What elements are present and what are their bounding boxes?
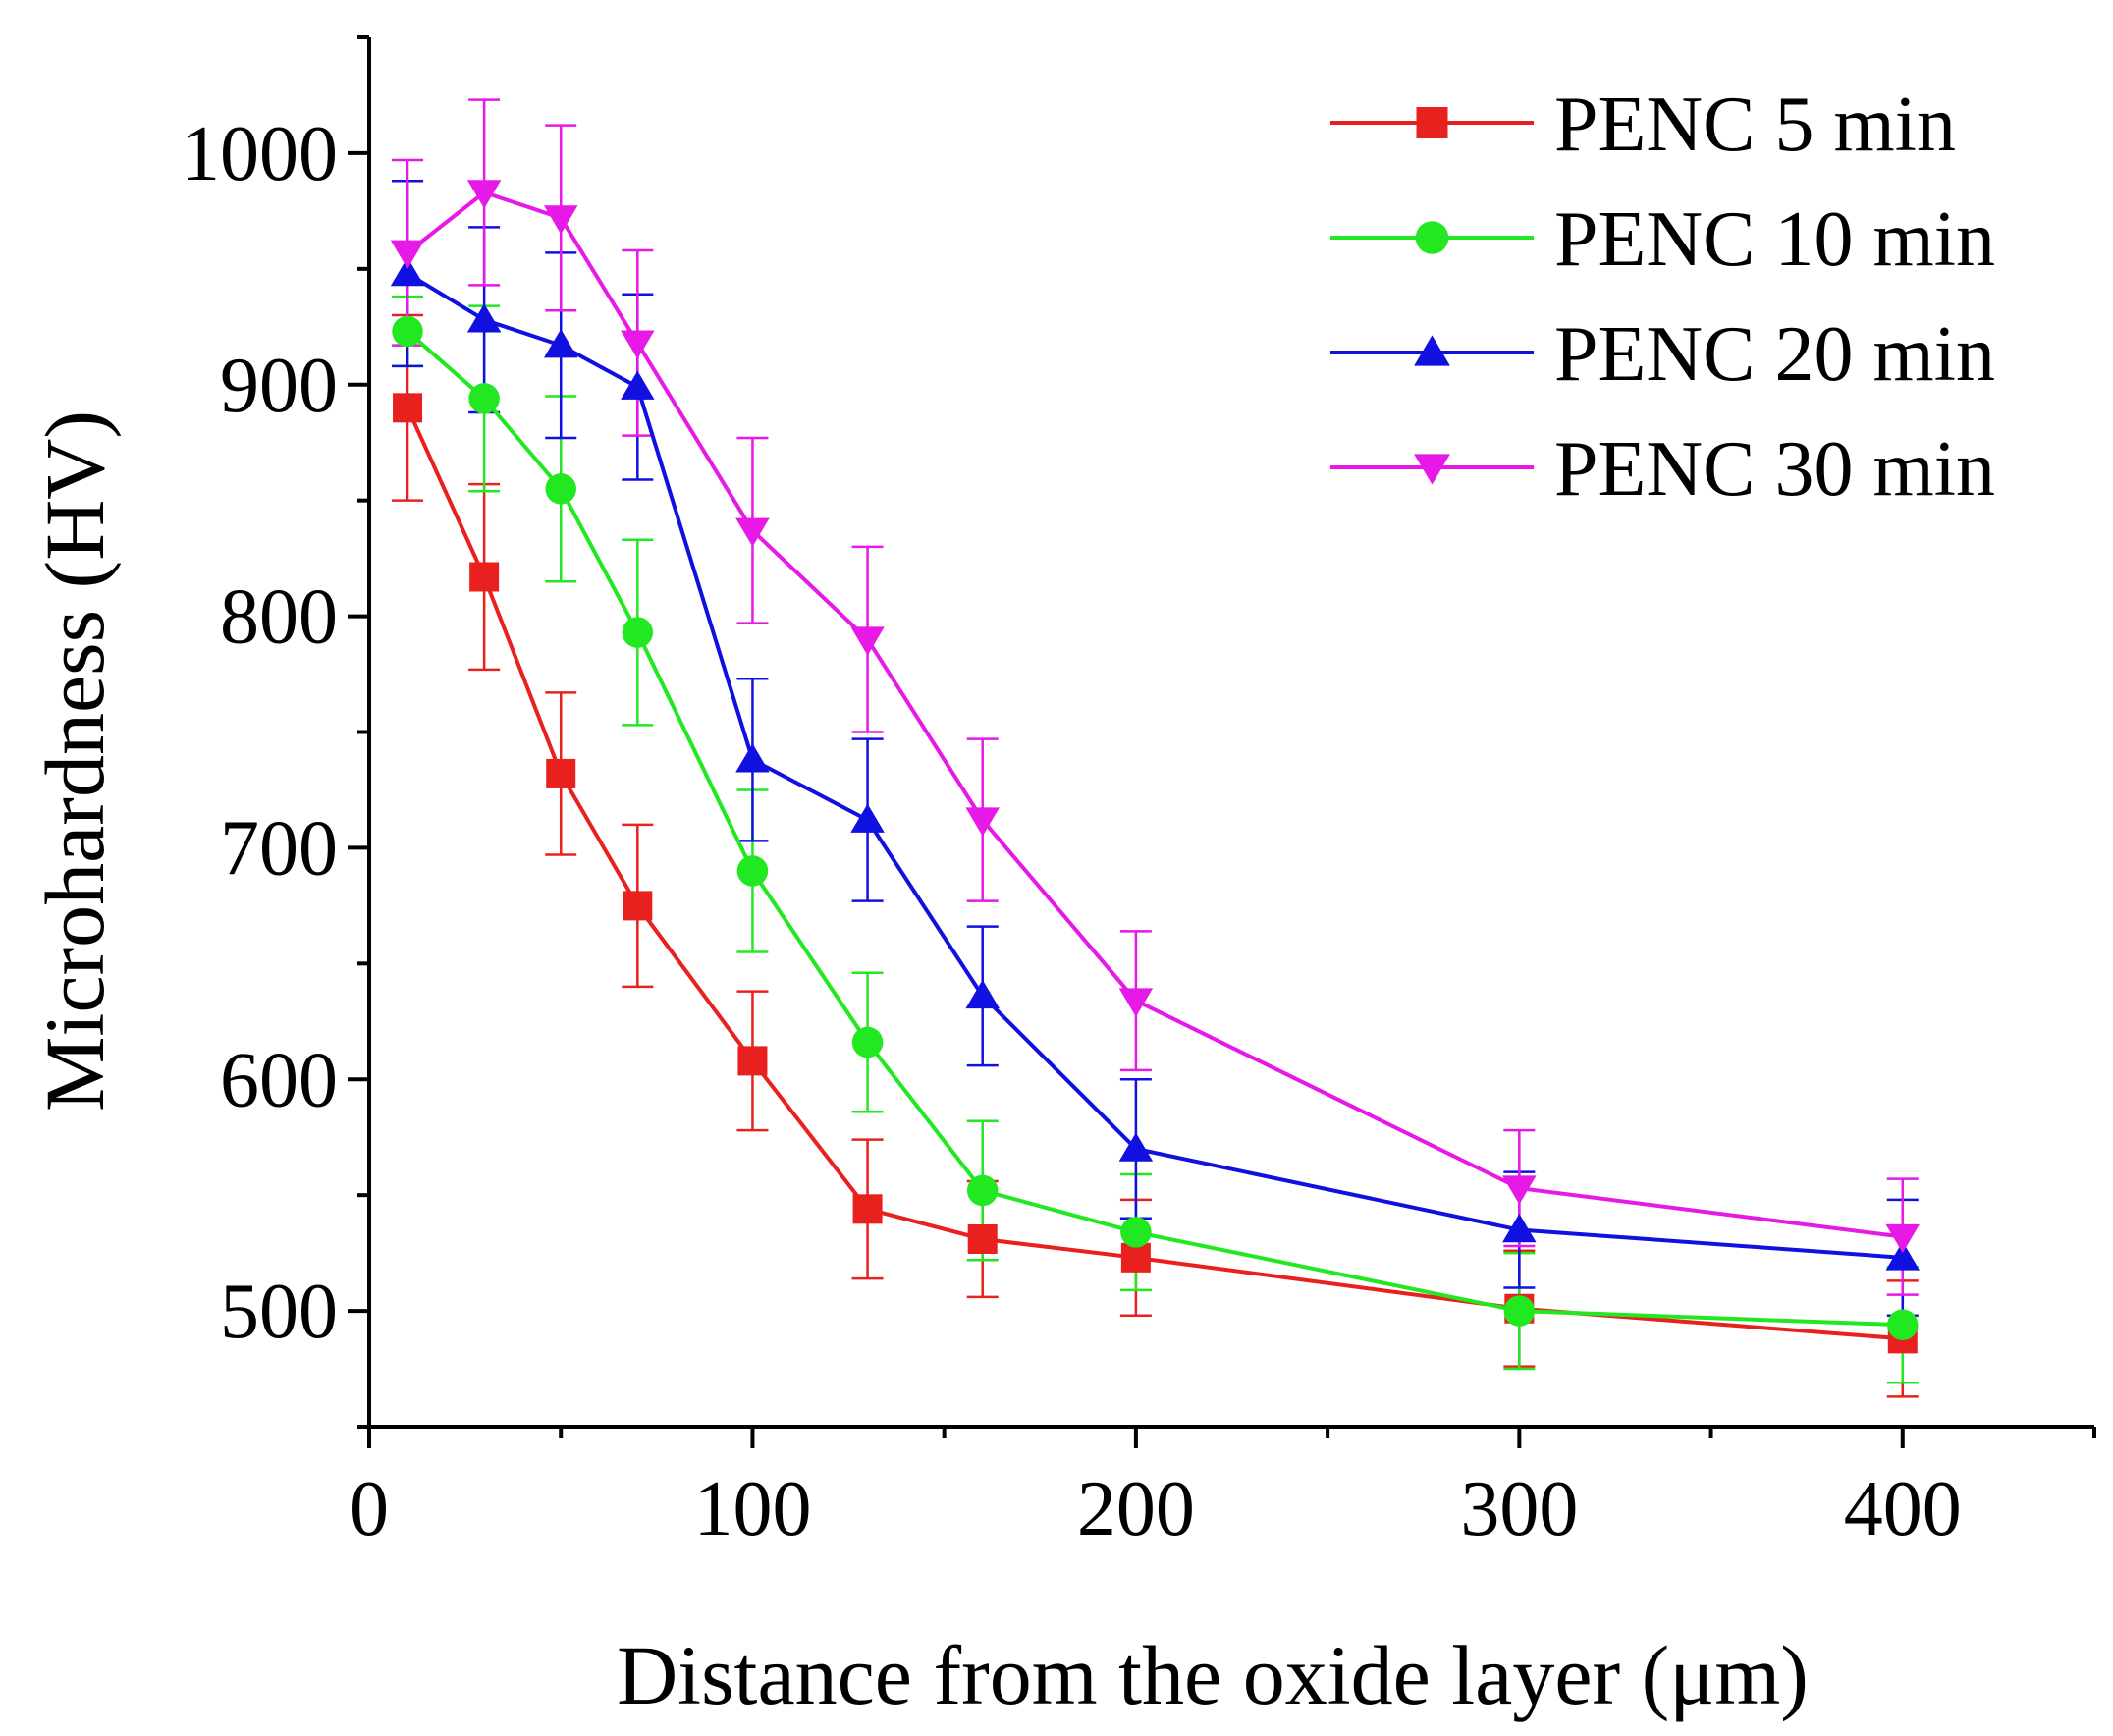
data-point [390, 240, 425, 269]
data-point [393, 393, 423, 423]
x-tick-label: 200 [1077, 1466, 1195, 1552]
data-point [1887, 1309, 1919, 1340]
data-point [735, 517, 770, 547]
series-line [406, 407, 1903, 1341]
data-point [1503, 1295, 1536, 1327]
data-point [1885, 1223, 1921, 1254]
data-point [466, 303, 502, 333]
y-axis-title: Microhardness (HV) [27, 410, 122, 1112]
legend: PENC 5 min PENC 10 min PENC 20 min PENC 30 … [1330, 81, 1995, 513]
data-point [469, 562, 500, 592]
data-point [965, 807, 1000, 837]
y-tick-label: 600 [220, 1037, 338, 1123]
data-point [966, 1174, 999, 1207]
data-point [1120, 1217, 1152, 1248]
data-point [965, 979, 1000, 1009]
data-point [1502, 1175, 1537, 1205]
x-axis-title: Distance from the oxide layer (μm) [617, 1628, 1809, 1722]
data-point [468, 383, 500, 414]
y-tick-label: 900 [220, 343, 338, 429]
data-point [850, 803, 885, 833]
legend-label: PENC 20 min [1554, 311, 1995, 398]
data-point [392, 315, 423, 348]
error-bars [392, 98, 1919, 1398]
data-markers [390, 180, 1921, 1354]
legend-marker [1416, 107, 1448, 138]
data-point [1118, 988, 1154, 1017]
x-tick-label: 0 [350, 1466, 389, 1552]
series-line [406, 190, 1904, 1239]
data-point [621, 370, 655, 400]
data-point [466, 180, 502, 209]
data-point [735, 743, 770, 773]
legend-label: PENC 5 min [1554, 81, 1956, 168]
legend-item: PENC 30 min [1330, 426, 1995, 513]
legend-label: PENC 30 min [1554, 426, 1995, 513]
x-tick-label: 100 [693, 1466, 811, 1552]
data-point [623, 891, 653, 921]
legend-item: PENC 20 min [1330, 311, 1995, 398]
axes: 500 600 700 800 900 1000 0 100 200 300 400 [181, 35, 2096, 1552]
data-point [543, 205, 578, 235]
data-point [543, 329, 578, 358]
data-point [1118, 1132, 1154, 1162]
data-point [545, 473, 576, 505]
data-point [967, 1223, 998, 1254]
data-point [852, 1194, 883, 1224]
x-tick-label: 300 [1460, 1466, 1578, 1552]
data-point [850, 626, 885, 656]
y-tick-label: 800 [220, 574, 338, 661]
data-point [736, 855, 769, 887]
legend-marker [1415, 221, 1449, 254]
data-point [621, 330, 655, 359]
data-point [622, 617, 654, 648]
legend-marker [1414, 454, 1450, 485]
data-point [1120, 1242, 1151, 1273]
y-tick-label: 700 [220, 805, 338, 892]
data-point [1885, 1241, 1921, 1271]
data-point [737, 1046, 768, 1076]
y-tick-label: 1000 [181, 111, 338, 197]
legend-marker [1414, 335, 1450, 366]
series-line [406, 330, 1903, 1328]
legend-label: PENC 10 min [1554, 196, 1995, 283]
series-line [406, 271, 1903, 1260]
data-point [390, 257, 425, 287]
legend-item: PENC 5 min [1330, 81, 1956, 168]
series-lines [406, 190, 1904, 1341]
x-tick-label: 400 [1844, 1466, 1962, 1552]
data-point [1502, 1214, 1537, 1243]
data-point [546, 758, 576, 788]
data-point [851, 1026, 884, 1058]
y-tick-label: 500 [220, 1269, 338, 1355]
legend-item: PENC 10 min [1330, 196, 1995, 283]
